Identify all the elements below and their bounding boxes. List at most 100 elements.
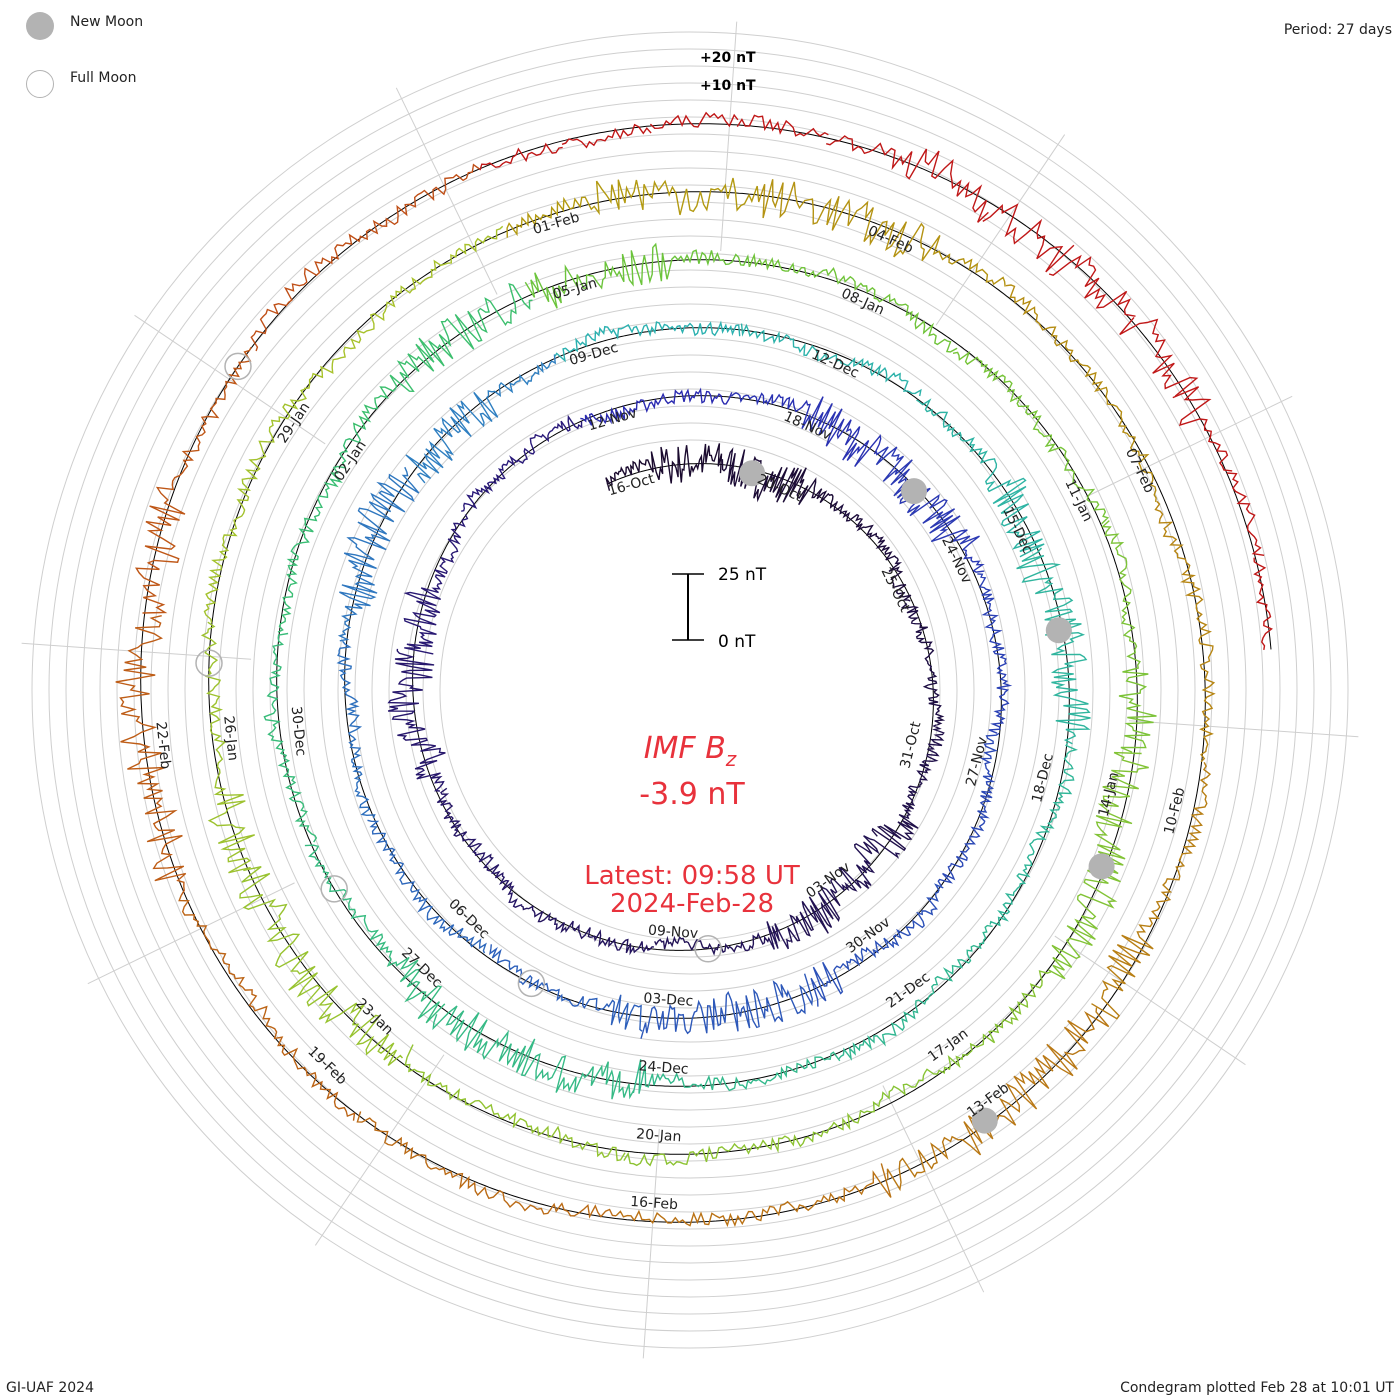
spoke-1 <box>935 134 1066 326</box>
full-moon-icon <box>26 70 54 98</box>
imf-title-sub: z <box>725 747 737 771</box>
grid-circle-3 <box>388 388 992 992</box>
grid-circle-21 <box>82 82 1298 1298</box>
scale-top-label: 25 nT <box>718 565 767 585</box>
date-label-1-5: 03-Dec <box>643 990 694 1009</box>
series-2-segment-8 <box>304 844 446 1024</box>
series-3-segment-3 <box>1100 520 1157 753</box>
date-label-0-5: 09-Nov <box>647 923 698 942</box>
grid-circle-19 <box>116 116 1264 1264</box>
series-1-segment-6 <box>640 973 814 1039</box>
series-1-segment-1 <box>730 392 882 468</box>
current-value: -3.9 nT <box>639 777 745 812</box>
series-2-segment-2 <box>916 398 1045 558</box>
series-5-segment-6 <box>982 203 1075 273</box>
series-1-segment-2 <box>875 446 985 573</box>
date-label-4-5: 16-Feb <box>630 1194 679 1213</box>
series-0-segment-11 <box>461 414 583 512</box>
series-2-segment-0 <box>554 320 741 363</box>
series-0-segment-3 <box>900 602 946 726</box>
baseline-3 <box>208 231 1138 1155</box>
series-4-segment-0 <box>506 177 760 238</box>
spoke-10 <box>134 314 326 445</box>
date-label-3-5: 20-Jan <box>636 1126 682 1145</box>
new-moon-icon <box>26 12 54 40</box>
period-label: Period: 27 days <box>1283 22 1392 38</box>
grid-circle-5 <box>354 354 1026 1026</box>
series-4-segment-9 <box>115 615 187 896</box>
grid-circle-16 <box>167 167 1213 1213</box>
scale-ring-label-1: +10 nT <box>700 78 756 94</box>
spoke-7 <box>314 1054 445 1246</box>
series-4-segment-3 <box>1154 500 1216 763</box>
series-5-segment-8 <box>1119 316 1199 397</box>
new-moon-marker-0: 14-Oct <box>739 460 766 487</box>
series-3-segment-10 <box>203 388 307 623</box>
series-5-segment-1 <box>561 123 652 149</box>
grid-circle-24 <box>31 31 1349 1349</box>
spoke-5 <box>882 1085 985 1293</box>
date-label-1-6: 06-Dec <box>445 896 492 942</box>
date-label-0-3: 31-Oct <box>898 720 925 770</box>
full-moon-marker-2: 26-Dec <box>320 875 348 903</box>
new-moon-marker-4: 10-Feb <box>971 1107 998 1134</box>
scale-bar: 25 nT 0 nT <box>672 565 767 652</box>
series-3-segment-11 <box>303 225 504 390</box>
series-5-segment-11 <box>1253 557 1273 651</box>
date-label-2-2: 15-Dec <box>999 504 1035 556</box>
new-moon-marker-2: 12-Dec <box>1045 617 1072 644</box>
date-label-1-2: 24-Nov <box>938 534 974 586</box>
series-5-segment-4 <box>826 135 913 177</box>
spoke-0 <box>720 21 738 252</box>
spoke-9 <box>21 642 252 660</box>
date-label-2-7: 30-Dec <box>288 705 309 756</box>
series-4-segment-7 <box>356 1111 617 1219</box>
grid-circle-11 <box>252 252 1128 1128</box>
series-2-segment-5 <box>838 924 993 1061</box>
date-label-4-7: 22-Feb <box>152 721 173 770</box>
series-0-segment-10 <box>403 514 469 655</box>
series-1-segment-4 <box>937 732 1000 887</box>
date-label-2-8: 02-Jan <box>331 438 370 484</box>
series-2-segment-3 <box>1016 547 1091 745</box>
series-1-segment-5 <box>810 883 944 1007</box>
date-label-2-4: 21-Dec <box>883 969 933 1011</box>
series-2-segment-6 <box>632 1051 841 1094</box>
date-label-0-2: 25-Oct <box>878 565 913 615</box>
series-0-segment-7 <box>521 905 654 956</box>
full-moon-marker-1: 27-Nov <box>517 969 546 998</box>
latest-time: Latest: 09:58 UT <box>584 861 800 891</box>
baseline-0 <box>412 420 934 951</box>
full-moon-marker-3: 25-Jan <box>195 649 223 677</box>
moon-markers: 14-Oct 13-Nov 12-Dec 11-Jan 10-Feb 28-Oct 27-N… <box>195 352 1115 1134</box>
date-label-2-5: 24-Dec <box>638 1058 689 1077</box>
grid-circle-20 <box>99 99 1281 1281</box>
series-4-segment-5 <box>886 1007 1110 1192</box>
baseline-5 <box>479 123 1272 650</box>
grid-circle-18 <box>133 133 1247 1247</box>
series-3-segment-6 <box>623 1111 862 1167</box>
spoke-11 <box>395 87 498 295</box>
full-moon-marker-0: 28-Oct <box>694 935 722 963</box>
grid-circle-7 <box>320 320 1060 1060</box>
data-series <box>115 111 1273 1228</box>
date-label-4-6: 19-Feb <box>304 1044 349 1089</box>
date-label-3-3: 14-Jan <box>1096 771 1122 819</box>
grid-circle-13 <box>218 218 1162 1162</box>
scale-bottom-label: 0 nT <box>718 632 756 652</box>
series-1-segment-0 <box>580 387 733 426</box>
scale-ring-label-0: +20 nT <box>700 50 756 66</box>
date-label-3-8: 29-Jan <box>275 400 314 446</box>
date-label-0-4: 03-Nov <box>803 859 853 901</box>
spoke-2 <box>1085 395 1293 498</box>
series-4-segment-1 <box>757 179 1006 287</box>
series-2-segment-4 <box>989 742 1078 927</box>
series-1-segment-9 <box>336 640 376 819</box>
series-1-segment-8 <box>367 819 487 954</box>
new-moon-marker-1: 13-Nov <box>901 478 927 505</box>
series-5-segment-2 <box>649 111 739 130</box>
plotted-timestamp: Condegram plotted Feb 28 at 10:01 UT <box>1120 1380 1394 1396</box>
series-4-segment-8 <box>178 895 356 1121</box>
series-5-segment-9 <box>1172 386 1233 472</box>
